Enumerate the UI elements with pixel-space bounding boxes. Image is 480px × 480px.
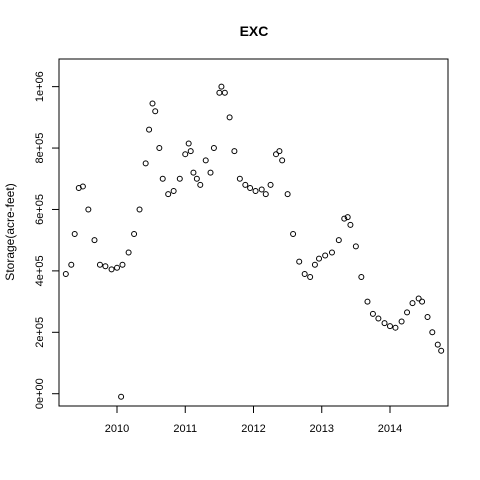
y-tick-label: 0e+00 bbox=[34, 378, 46, 409]
data-point bbox=[329, 250, 334, 255]
data-point bbox=[370, 311, 375, 316]
data-point bbox=[308, 275, 313, 280]
data-point bbox=[387, 324, 392, 329]
data-point bbox=[208, 170, 213, 175]
data-point bbox=[194, 176, 199, 181]
data-point bbox=[115, 265, 120, 270]
data-point bbox=[186, 141, 191, 146]
data-point bbox=[405, 310, 410, 315]
data-point bbox=[219, 84, 224, 89]
data-point bbox=[312, 262, 317, 267]
data-point bbox=[211, 146, 216, 151]
data-point bbox=[227, 115, 232, 120]
data-point bbox=[277, 149, 282, 154]
data-point bbox=[191, 170, 196, 175]
data-point bbox=[143, 161, 148, 166]
data-point bbox=[137, 207, 142, 212]
data-point bbox=[297, 259, 302, 264]
data-point bbox=[382, 321, 387, 326]
data-point bbox=[353, 244, 358, 249]
data-point bbox=[253, 189, 258, 194]
data-point bbox=[268, 182, 273, 187]
data-point bbox=[439, 348, 444, 353]
data-point bbox=[336, 238, 341, 243]
y-axis: 0e+00 2e+05 4e+05 6e+05 8e+05 1e+06 bbox=[34, 71, 59, 409]
data-point bbox=[435, 342, 440, 347]
plot-area bbox=[59, 59, 448, 406]
data-point bbox=[157, 146, 162, 151]
x-tick-label: 2010 bbox=[105, 423, 129, 435]
data-points bbox=[63, 84, 443, 399]
data-point bbox=[365, 299, 370, 304]
data-point bbox=[222, 90, 227, 95]
y-tick-label: 2e+05 bbox=[34, 317, 46, 348]
data-point bbox=[425, 314, 430, 319]
y-tick-label: 4e+05 bbox=[34, 255, 46, 286]
data-point bbox=[198, 182, 203, 187]
data-point bbox=[150, 101, 155, 106]
data-point bbox=[285, 192, 290, 197]
data-point bbox=[126, 250, 131, 255]
data-point bbox=[420, 299, 425, 304]
y-axis-label: Storage(acre-feet) bbox=[3, 183, 17, 280]
data-point bbox=[183, 152, 188, 157]
data-point bbox=[120, 262, 125, 267]
data-point bbox=[92, 238, 97, 243]
data-point bbox=[243, 182, 248, 187]
data-point bbox=[317, 256, 322, 261]
chart-title: EXC bbox=[240, 23, 269, 39]
x-tick-label: 2012 bbox=[241, 423, 265, 435]
data-point bbox=[166, 192, 171, 197]
data-point bbox=[103, 264, 108, 269]
data-point bbox=[302, 271, 307, 276]
data-point bbox=[203, 158, 208, 163]
x-tick-label: 2014 bbox=[378, 423, 402, 435]
data-point bbox=[323, 253, 328, 258]
x-tick-label: 2013 bbox=[310, 423, 334, 435]
data-point bbox=[69, 262, 74, 267]
data-point bbox=[232, 149, 237, 154]
data-point bbox=[280, 158, 285, 163]
data-point bbox=[109, 267, 114, 272]
x-axis: 2010 2011 2012 2013 2014 bbox=[105, 406, 402, 435]
data-point bbox=[160, 176, 165, 181]
data-point bbox=[217, 90, 222, 95]
data-point bbox=[86, 207, 91, 212]
y-tick-label: 6e+05 bbox=[34, 194, 46, 225]
data-point bbox=[119, 394, 124, 399]
data-point bbox=[132, 232, 137, 237]
data-point bbox=[237, 176, 242, 181]
data-point bbox=[291, 232, 296, 237]
data-point bbox=[376, 316, 381, 321]
data-point bbox=[348, 222, 353, 227]
y-tick-label: 8e+05 bbox=[34, 133, 46, 164]
data-point bbox=[177, 176, 182, 181]
y-tick-label: 1e+06 bbox=[34, 71, 46, 102]
data-point bbox=[359, 275, 364, 280]
data-point bbox=[410, 301, 415, 306]
data-point bbox=[147, 127, 152, 132]
data-point bbox=[153, 109, 158, 114]
data-point bbox=[97, 262, 102, 267]
data-point bbox=[263, 192, 268, 197]
data-point bbox=[393, 325, 398, 330]
data-point bbox=[171, 189, 176, 194]
data-point bbox=[248, 185, 253, 190]
x-tick-label: 2011 bbox=[173, 423, 197, 435]
data-point bbox=[72, 232, 77, 237]
data-point bbox=[259, 187, 264, 192]
data-point bbox=[430, 330, 435, 335]
data-point bbox=[188, 149, 193, 154]
data-point bbox=[63, 271, 68, 276]
data-point bbox=[399, 319, 404, 324]
